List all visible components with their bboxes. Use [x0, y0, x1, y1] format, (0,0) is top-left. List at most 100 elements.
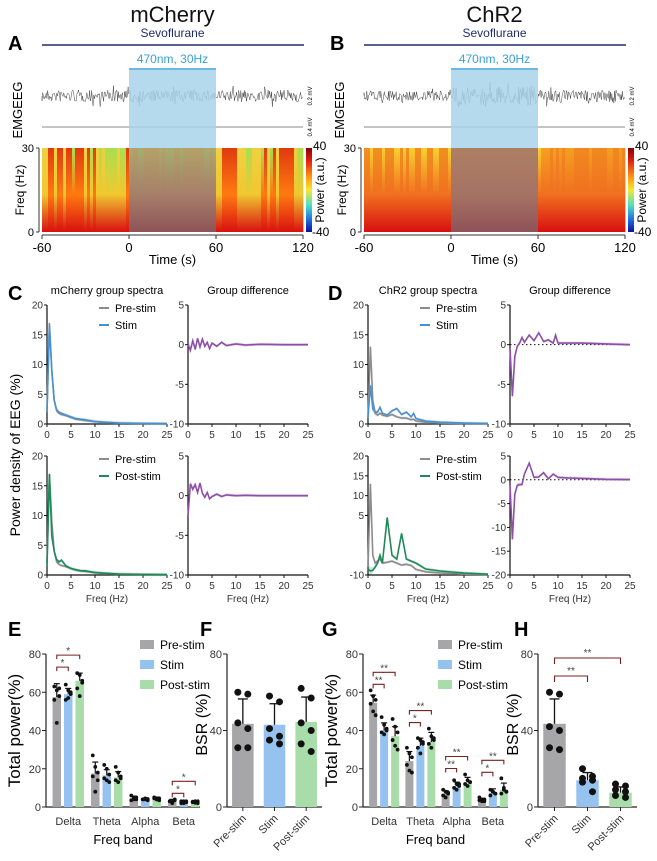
x-tick-label: 5 — [531, 430, 537, 441]
data-point — [556, 727, 563, 734]
spectrogram-column — [240, 148, 244, 232]
sem-band-stim — [47, 321, 167, 426]
spectrogram-column — [243, 148, 247, 232]
spectrogram-column — [535, 148, 539, 232]
spectrogram-column — [237, 148, 241, 232]
spectrogram-column — [373, 148, 377, 232]
data-point — [90, 753, 95, 758]
x-tick-label: 5 — [389, 430, 395, 441]
x-tick-label: 20 — [600, 581, 612, 592]
bar-beta-pre-stim — [477, 800, 486, 807]
y-tick-label: 5 — [358, 511, 364, 522]
spectrogram-column — [258, 148, 262, 232]
legend-swatch — [140, 640, 154, 649]
data-point — [266, 692, 273, 700]
data-point — [234, 688, 242, 696]
x-tick-label: Alpha — [131, 816, 160, 828]
y-tick-label: 0 — [352, 802, 358, 814]
data-point — [66, 696, 71, 700]
significance-bracket — [445, 755, 469, 761]
chart-title: ChR2 group spectra — [379, 285, 478, 297]
spectrogram-column — [198, 148, 202, 232]
data-point — [452, 778, 457, 783]
panel-c-mcherry-spectra-stim: mCherry group spectra 0 5 10 15 20 0 5 10 15 20 25 P… — [32, 285, 173, 441]
spectrogram-column — [610, 148, 614, 232]
spectrogram-column — [520, 148, 524, 232]
x-tick-label: 5 — [209, 581, 215, 592]
x-tick-label: 0 — [44, 581, 50, 592]
spectrogram-column — [622, 148, 626, 232]
panel-letter-b: B — [330, 33, 344, 55]
y-tick-label: -10 — [350, 571, 365, 582]
x-tick-label: Beta — [482, 816, 506, 828]
x-tick-label: 10 — [230, 581, 242, 592]
spectrogram-column — [619, 148, 623, 232]
y-axis-label: Total power(%) — [322, 674, 341, 787]
x-tick-label: 5 — [531, 581, 537, 592]
spectrogram-column — [574, 148, 578, 232]
spectrogram-column — [267, 148, 271, 232]
spectrogram-column — [454, 148, 458, 232]
x-tick-label: 60 — [531, 240, 545, 255]
sem-band-post-stim-pre-stim — [188, 479, 308, 521]
data-point — [622, 782, 629, 790]
spectrogram-column — [511, 148, 515, 232]
y-tick-label: 0 — [216, 802, 222, 814]
spectrogram-column — [156, 148, 160, 232]
bar-pre-stim — [232, 723, 254, 807]
x-tick-label: 0 — [185, 581, 191, 592]
data-point — [57, 694, 62, 698]
spectrogram-column — [607, 148, 611, 232]
data-point — [589, 776, 596, 784]
colorbar-min: -40 — [634, 225, 652, 239]
legend-label: Stim — [115, 320, 137, 332]
spectrogram-column — [463, 148, 467, 232]
data-point — [556, 746, 563, 754]
data-point — [195, 799, 200, 804]
significance-bracket — [445, 767, 458, 773]
spectrogram-column — [448, 148, 452, 232]
x-tick-label: 120 — [614, 240, 636, 255]
x-tick-label: 10 — [552, 430, 564, 441]
series-line-pre-stim — [46, 473, 168, 576]
spectrogram-column — [421, 148, 425, 232]
spectrogram-column — [57, 148, 61, 232]
legend-label: Stim — [160, 658, 184, 672]
panel-title: mCherry — [130, 2, 214, 27]
y-tick-label: -5 — [175, 380, 184, 391]
y-tick-label: -5 — [175, 531, 184, 542]
spectrogram-column — [418, 148, 422, 232]
data-point — [405, 763, 409, 767]
data-point — [395, 730, 400, 735]
series-line-post-stim — [46, 473, 168, 576]
spectrogram-column — [174, 148, 178, 232]
spectrogram-column — [54, 148, 58, 232]
y-tick-label: 60 — [346, 687, 358, 699]
spectrogram-column — [159, 148, 163, 232]
panel-d-chr2-spectra-stim: ChR2 group spectra 0 5 10 15 20 0 5 10 15 20 25 Pre-… — [353, 285, 494, 441]
data-point — [390, 717, 395, 721]
x-tick-label: 10 — [89, 581, 101, 592]
spectrogram-column — [87, 148, 91, 232]
scale-bar-eeg: 0.2 mV — [630, 86, 636, 105]
spectrogram-column — [616, 148, 620, 232]
sem-band-post-stim-pre-stim — [510, 461, 630, 544]
bar-delta-post-stim — [391, 736, 400, 807]
legend-swatch — [140, 680, 154, 689]
x-tick-label: 15 — [113, 581, 125, 592]
panel-c-ylabel: Power density of EEG (%) — [7, 374, 23, 537]
spectrogram-column — [186, 148, 190, 232]
panel-g-chr2-band-power: 0 20 40 60 80 Total power(%) Freq band Delta The… — [322, 638, 509, 847]
significance-bracket — [553, 657, 622, 664]
data-point — [431, 736, 436, 741]
data-point — [426, 726, 431, 731]
data-point — [504, 789, 509, 794]
legend-swatch — [438, 680, 452, 689]
x-tick-label: Beta — [172, 816, 196, 828]
spectrogram-column — [231, 148, 235, 232]
x-tick-label: Delta — [55, 816, 82, 828]
data-point — [379, 715, 384, 720]
data-point — [546, 723, 553, 731]
panel-letter-a: A — [8, 33, 22, 55]
